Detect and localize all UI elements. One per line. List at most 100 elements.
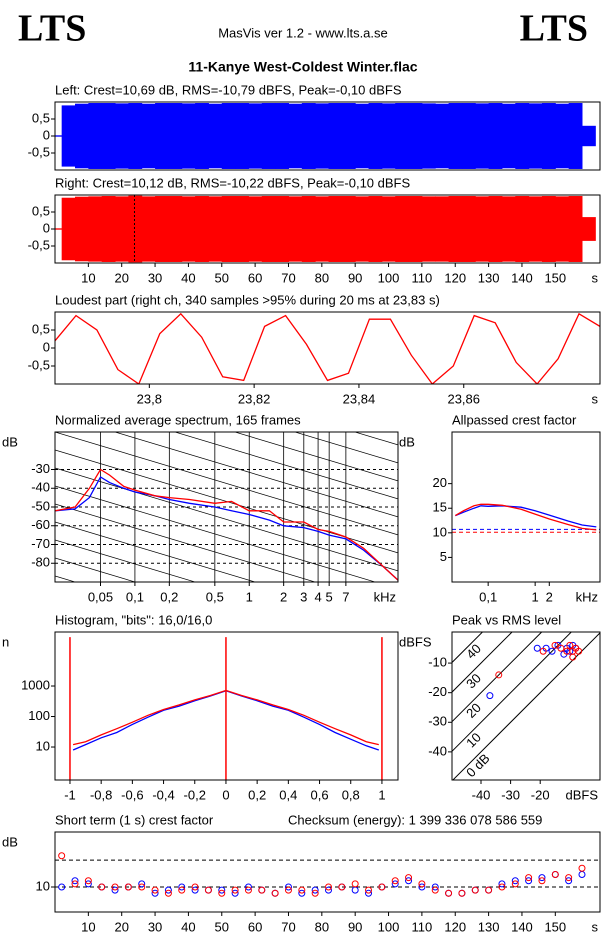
x-axis-unit: s xyxy=(592,391,599,406)
data-point xyxy=(271,889,279,897)
waveform-envelope xyxy=(75,196,89,262)
x-tick-label: 80 xyxy=(315,270,329,285)
x-tick-label: 0,2 xyxy=(160,589,178,604)
diagonal xyxy=(452,632,513,693)
x-tick-label: 20 xyxy=(114,270,128,285)
waveform-envelope xyxy=(288,196,303,262)
waveform-envelope xyxy=(275,196,289,262)
data-point xyxy=(71,880,79,888)
y-tick-label: -30 xyxy=(428,714,447,729)
x-tick-label: 90 xyxy=(348,270,362,285)
x-axis-unit: s xyxy=(592,919,599,934)
data-point xyxy=(244,883,252,891)
x-tick-label: 30 xyxy=(148,270,162,285)
waveform-envelope xyxy=(301,103,316,169)
waveform-envelope xyxy=(261,196,276,262)
y-axis-label: n xyxy=(2,634,9,649)
waveform-envelope xyxy=(208,196,223,262)
waveform-envelope xyxy=(168,196,183,262)
y-tick-label: -40 xyxy=(31,480,50,495)
waveform-envelope xyxy=(155,196,169,262)
plot-frame xyxy=(54,631,399,781)
diagonal xyxy=(452,632,572,752)
diagonal xyxy=(452,632,484,663)
waveform-envelope xyxy=(248,103,263,169)
x-tick-label: -1 xyxy=(64,787,76,802)
data-point xyxy=(298,889,306,897)
file-title: 11-Kanye West-Coldest Winter.flac xyxy=(188,59,417,75)
x-tick-label: 100 xyxy=(378,270,400,285)
x-tick-label: 10 xyxy=(81,919,95,934)
waveform-envelope xyxy=(528,196,543,262)
x-tick-label: 150 xyxy=(544,270,566,285)
data-point xyxy=(498,880,506,888)
waveform-envelope xyxy=(55,228,63,230)
data-point xyxy=(284,886,292,894)
data-point xyxy=(191,886,199,894)
x-tick-label: 140 xyxy=(511,919,533,934)
waveform-envelope xyxy=(395,196,410,262)
slope-line xyxy=(55,432,398,536)
data-line xyxy=(55,468,398,581)
data-point xyxy=(218,886,226,894)
data-point xyxy=(164,886,172,894)
x-tick-label: 80 xyxy=(315,919,329,934)
waveform-envelope xyxy=(128,103,143,169)
waveform-envelope xyxy=(168,103,183,169)
x-axis-unit: s xyxy=(592,270,599,285)
data-point xyxy=(445,889,453,897)
plot-frame xyxy=(54,311,601,385)
data-point xyxy=(84,880,92,888)
waveform-envelope xyxy=(88,103,103,169)
x-tick-label: 7 xyxy=(342,589,349,604)
data-point xyxy=(151,886,159,894)
waveform-envelope xyxy=(408,103,423,169)
data-point xyxy=(58,852,66,860)
x-tick-label: 150 xyxy=(544,919,566,934)
y-tick-label: 1000 xyxy=(21,677,50,692)
x-tick-label: -0,2 xyxy=(184,787,206,802)
data-point xyxy=(351,880,359,888)
x-tick-label: 60 xyxy=(248,919,262,934)
slope-line xyxy=(293,432,398,464)
waveform-envelope xyxy=(475,196,490,262)
x-tick-label: 40 xyxy=(181,270,195,285)
x-tick-label: -0,4 xyxy=(152,787,174,802)
slope-line xyxy=(55,521,257,582)
waveform-envelope xyxy=(501,196,516,262)
plot-area xyxy=(55,312,600,384)
data-point xyxy=(538,874,546,882)
x-axis-unit: kHz xyxy=(374,589,396,604)
y-tick-label: 100 xyxy=(28,708,50,723)
data-line xyxy=(454,503,597,531)
data-point xyxy=(548,647,556,655)
data-point xyxy=(191,883,199,891)
waveform-envelope xyxy=(155,103,169,169)
waveform-envelope xyxy=(555,196,570,262)
waveform-envelope xyxy=(61,197,76,261)
data-point xyxy=(418,883,426,891)
data-point xyxy=(533,644,541,652)
data-point xyxy=(111,886,119,894)
waveform-envelope xyxy=(515,196,530,262)
waveform-envelope xyxy=(381,103,396,169)
y-tick-label: 0 xyxy=(43,339,50,354)
data-point xyxy=(338,883,346,891)
waveform-envelope xyxy=(515,103,530,169)
x-tick-label: 1 xyxy=(246,589,253,604)
waveform-envelope xyxy=(475,103,490,169)
data-point xyxy=(325,886,333,894)
data-point xyxy=(58,883,66,891)
plot-area xyxy=(55,852,600,897)
slope-line xyxy=(233,432,398,482)
y-tick-label: 15 xyxy=(433,500,447,515)
plot-area xyxy=(452,632,600,780)
x-tick-label: 0,8 xyxy=(342,787,360,802)
slope-line xyxy=(113,432,398,518)
x-tick-label: 23,82 xyxy=(238,391,271,406)
data-point xyxy=(471,886,479,894)
diagonal-label: 0 dB xyxy=(463,751,493,781)
data-point xyxy=(511,880,519,888)
